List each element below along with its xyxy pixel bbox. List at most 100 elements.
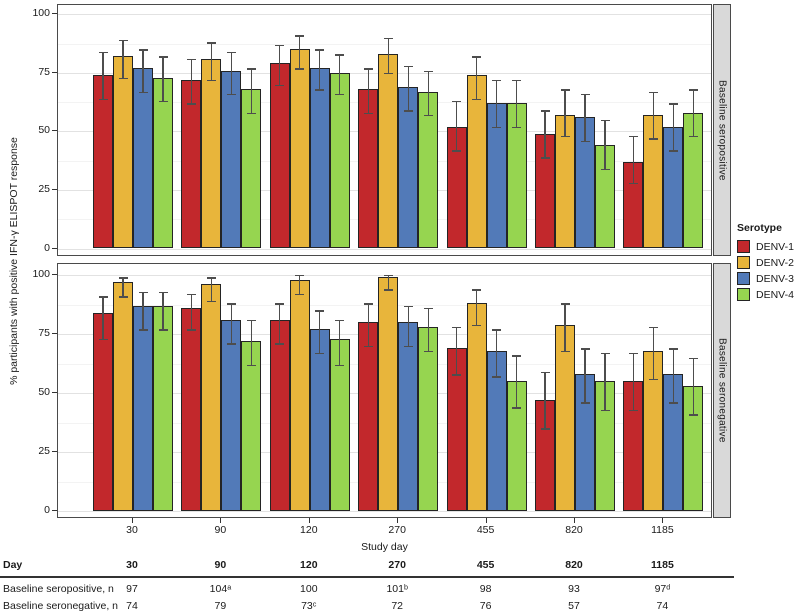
legend-label: DENV-1 xyxy=(756,241,794,253)
error-bar-cap xyxy=(226,51,236,54)
bar-DENV-4-day120 xyxy=(329,72,350,249)
error-bar-cap xyxy=(246,68,256,70)
table-cell: 97ᵈ xyxy=(654,583,671,595)
y-tick-label: 25 xyxy=(38,182,50,195)
table-cell: 104ᵃ xyxy=(209,583,232,595)
bar-DENV-1-day30 xyxy=(93,75,113,249)
table-cell: 101ᵇ xyxy=(386,583,408,595)
error-bar xyxy=(475,289,478,325)
table-header-col: 270 xyxy=(388,559,406,571)
legend-swatch-DENV-2 xyxy=(737,256,750,269)
legend-item-DENV-4: DENV-4 xyxy=(737,288,794,303)
bar-DENV-4-day90 xyxy=(241,341,262,511)
error-bar-cap xyxy=(275,44,285,47)
table-cell: 79 xyxy=(214,600,227,612)
y-tick-mark xyxy=(52,71,57,73)
error-bar-cap xyxy=(580,93,590,96)
y-tick-label: 75 xyxy=(38,327,50,339)
x-tick-label: 1185 xyxy=(651,524,674,536)
error-bar-cap xyxy=(540,157,550,159)
error-bar-cap xyxy=(688,357,698,359)
error-bar-cap xyxy=(206,79,216,82)
error-bar-cap xyxy=(688,89,698,91)
table-cell: 100 xyxy=(300,583,318,595)
error-bar-cap xyxy=(246,319,256,322)
error-bar xyxy=(122,40,124,78)
error-bar xyxy=(250,68,253,113)
y-tick-label: 100 xyxy=(32,268,50,280)
error-bar-cap xyxy=(138,291,148,293)
panel-baseline-seronegative xyxy=(57,263,712,518)
error-bar xyxy=(190,58,193,104)
table-cell: 57 xyxy=(568,600,580,612)
x-tick-label: 455 xyxy=(476,524,495,536)
error-bar-cap xyxy=(423,70,433,72)
error-bar xyxy=(632,136,635,183)
error-bar xyxy=(564,89,566,137)
x-tick-mark xyxy=(574,518,575,523)
x-tick-mark xyxy=(397,518,399,523)
error-bar-cap xyxy=(688,414,698,416)
y-tick-mark xyxy=(52,247,57,249)
bar-DENV-3-day270 xyxy=(398,322,419,511)
error-bar-cap xyxy=(118,296,128,298)
error-bar xyxy=(279,303,281,344)
error-bar-cap xyxy=(580,402,590,404)
x-tick-mark xyxy=(220,518,222,523)
y-tick-mark xyxy=(52,130,57,132)
error-bar-cap xyxy=(275,303,285,305)
error-bar-cap xyxy=(403,110,413,112)
y-tick-mark xyxy=(52,333,57,334)
error-bar xyxy=(190,293,193,330)
error-bar xyxy=(387,275,389,290)
bar-DENV-4-day270 xyxy=(418,326,439,511)
error-bar-cap xyxy=(383,37,393,40)
error-bar-cap xyxy=(295,275,305,277)
error-bar-cap xyxy=(275,343,285,345)
error-bar-cap xyxy=(275,84,285,86)
error-bar xyxy=(142,49,144,92)
error-bar-cap xyxy=(600,119,610,122)
error-bar xyxy=(495,79,498,127)
legend-title: Serotype xyxy=(737,222,782,234)
error-bar-cap xyxy=(423,115,433,117)
error-bar-cap xyxy=(98,98,108,100)
table-header-col: 820 xyxy=(565,559,583,571)
error-bar-cap xyxy=(383,289,393,291)
error-bar xyxy=(455,100,458,151)
table-header-day: Day xyxy=(3,559,23,571)
error-bar-cap xyxy=(628,352,638,355)
error-bar-cap xyxy=(560,89,570,91)
error-bar-cap xyxy=(363,112,373,115)
bar-DENV-2-day120 xyxy=(289,49,310,249)
error-bar xyxy=(495,329,498,377)
x-tick-label: 270 xyxy=(388,524,406,536)
error-bar-cap xyxy=(186,293,196,296)
error-bar-cap xyxy=(98,296,108,298)
legend-item-DENV-3: DENV-3 xyxy=(737,272,794,287)
table-header-col: 1185 xyxy=(651,559,674,571)
error-bar xyxy=(427,308,429,351)
error-bar-cap xyxy=(628,136,638,138)
gridline xyxy=(58,14,711,16)
error-bar xyxy=(692,89,695,137)
table-header-col: 90 xyxy=(214,559,227,571)
error-bar-cap xyxy=(186,58,196,61)
error-bar xyxy=(162,291,164,330)
table-header-col: 120 xyxy=(300,559,318,571)
error-bar xyxy=(407,305,409,346)
error-bar-cap xyxy=(335,93,345,96)
table-row-label: Baseline seronegative, n xyxy=(3,600,118,612)
y-tick-label: 0 xyxy=(44,504,50,516)
error-bar-cap xyxy=(423,308,433,310)
error-bar xyxy=(319,49,321,90)
error-bar-cap xyxy=(118,277,128,279)
error-bar-cap xyxy=(138,329,148,331)
y-tick-label: 0 xyxy=(44,241,50,254)
error-bar xyxy=(102,51,104,99)
error-bar xyxy=(279,44,281,85)
bar-DENV-1-day270 xyxy=(358,322,379,511)
bar-DENV-3-day90 xyxy=(221,319,242,511)
error-bar-cap xyxy=(315,310,325,312)
error-bar xyxy=(515,355,518,408)
